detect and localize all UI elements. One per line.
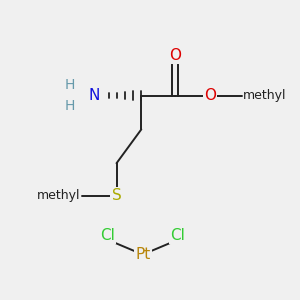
Text: Cl: Cl: [100, 228, 115, 243]
Text: S: S: [112, 188, 122, 203]
Text: O: O: [169, 48, 181, 63]
Text: H: H: [65, 78, 75, 92]
Text: N: N: [89, 88, 100, 103]
Text: O: O: [204, 88, 216, 103]
Text: Cl: Cl: [170, 228, 185, 243]
Text: Pt: Pt: [135, 247, 150, 262]
Text: methyl: methyl: [37, 189, 80, 202]
Text: methyl: methyl: [243, 89, 287, 102]
Text: H: H: [65, 99, 75, 113]
